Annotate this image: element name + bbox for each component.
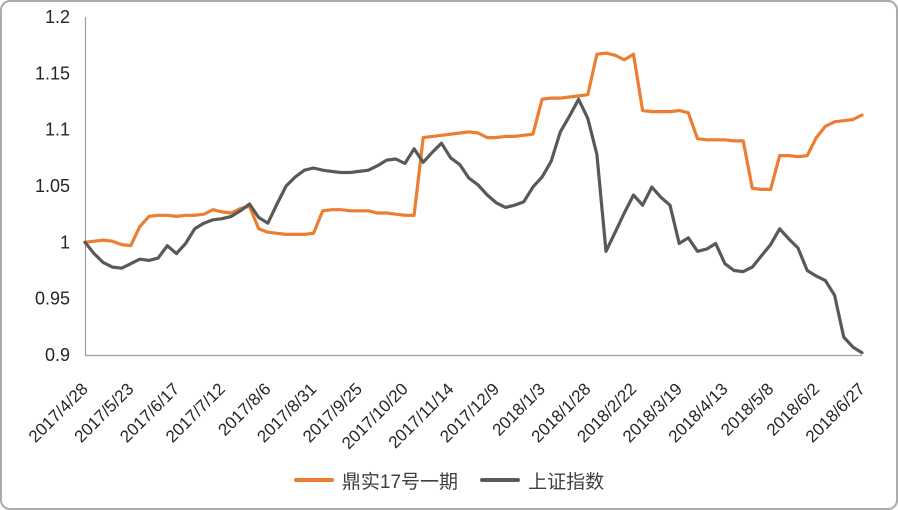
y-axis-tick-label: 1.1 xyxy=(45,120,70,140)
legend-swatch-orange-line xyxy=(293,478,334,482)
y-axis-tick-label: 0.95 xyxy=(35,289,70,309)
y-axis-tick-label: 1.2 xyxy=(45,7,70,27)
legend-label-index: 上证指数 xyxy=(528,471,605,493)
series-line-2 xyxy=(83,97,864,355)
y-axis-tick-label: 0.9 xyxy=(45,345,70,365)
axis-lines xyxy=(84,17,862,357)
legend-item-index: 上证指数 xyxy=(480,467,604,494)
legend-label-fund: 鼎实17号一期 xyxy=(341,471,459,493)
series-line-1 xyxy=(83,51,864,248)
y-axis-tick-label: 1.15 xyxy=(35,63,70,83)
legend-swatch-gray-line xyxy=(480,478,521,482)
chart-legend: 鼎实17号一期 上证指数 xyxy=(2,465,896,495)
y-axis-tick-label: 1 xyxy=(60,232,70,252)
y-axis-tick-label: 1.05 xyxy=(35,176,70,196)
legend-item-fund: 鼎实17号一期 xyxy=(293,467,459,494)
